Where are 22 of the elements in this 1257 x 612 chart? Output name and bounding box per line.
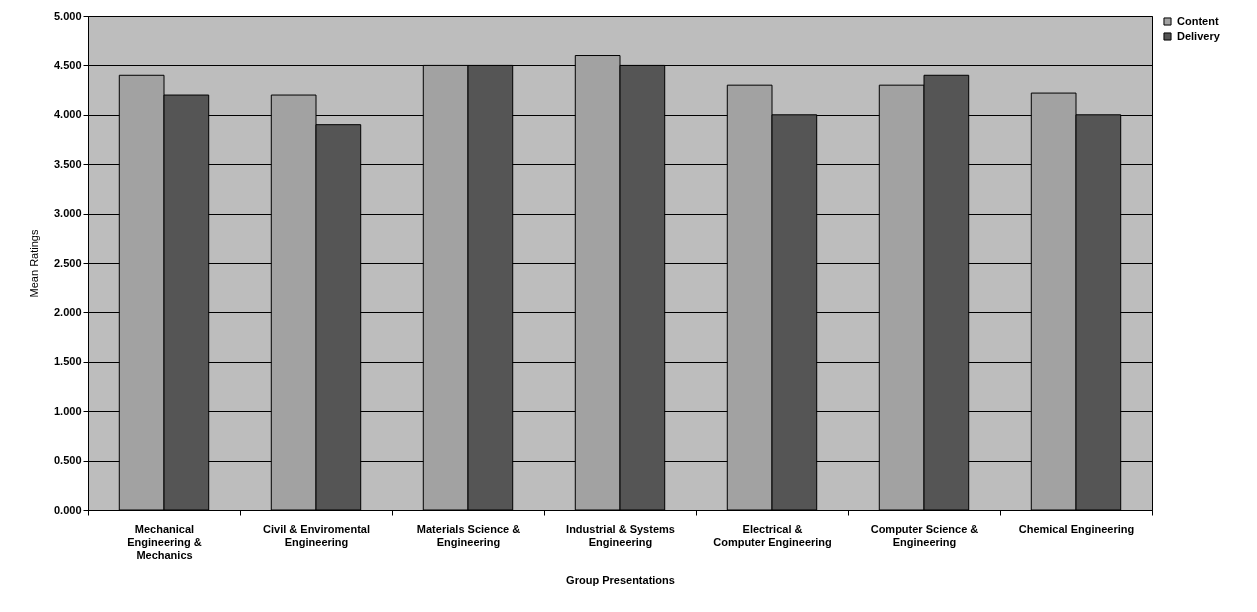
x-tick-label: Electrical & Computer Engineering: [713, 522, 832, 548]
x-tick-label: Mechanical Engineering & Mechanics: [127, 522, 202, 561]
x-tick-label: Computer Science & Engineering: [870, 522, 979, 548]
x-axis-title: Group Presentations: [566, 573, 675, 586]
y-tick-label: 5.000: [53, 9, 82, 22]
y-tick-label: 3.000: [53, 207, 82, 220]
legend-label: Delivery: [1177, 29, 1221, 42]
legend-label: Content: [1177, 14, 1219, 27]
y-tick-label: 2.500: [53, 256, 82, 269]
y-tick-label: 3.500: [53, 157, 82, 170]
x-tick-label: Industrial & Systems Engineering: [566, 522, 675, 548]
y-tick-label: 0.000: [53, 503, 82, 516]
y-tick-label: 1.000: [53, 404, 82, 417]
y-tick-label: 2.000: [53, 305, 82, 318]
y-tick-label: 4.500: [53, 58, 82, 71]
x-tick-label: Civil & Enviromental Engineering: [263, 522, 370, 548]
x-tick-label: Chemical Engineering: [1018, 522, 1135, 535]
y-tick-label: 0.500: [53, 454, 82, 467]
x-tick-label: Materials Science & Engineering: [416, 522, 521, 548]
y-axis-title: Mean Ratings: [27, 229, 40, 298]
y-tick-label: 4.000: [53, 108, 82, 121]
y-tick-label: 1.500: [53, 355, 82, 368]
